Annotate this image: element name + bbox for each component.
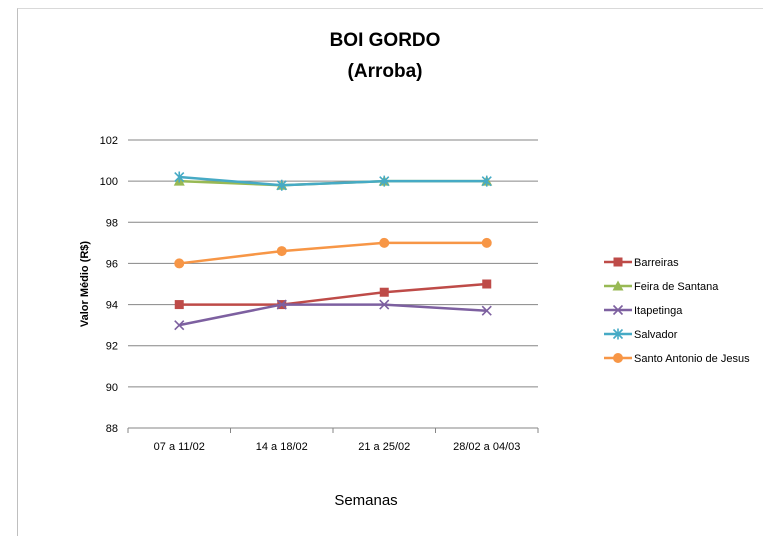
y-tick-label: 100 — [100, 176, 118, 188]
legend-marker — [612, 328, 624, 340]
y-tick-label: 94 — [106, 300, 118, 312]
data-point — [482, 279, 492, 289]
legend: Barreiras Feira de Santana Itapetinga Salva… — [604, 257, 750, 365]
x-tick-label: 07 a 11/02 — [154, 441, 205, 453]
y-tick-label: 98 — [106, 217, 118, 229]
data-point — [379, 237, 390, 248]
x-tick-label: 14 a 18/02 — [256, 441, 308, 453]
legend-marker — [612, 280, 624, 291]
series-line-2 — [179, 303, 487, 327]
chart-area — [17, 8, 763, 536]
x-axis-title: Semanas — [334, 492, 397, 509]
data-point — [276, 246, 287, 257]
data-point — [481, 305, 492, 316]
data-point — [276, 299, 287, 310]
data-point — [174, 300, 184, 310]
legend-label: Feira de Santana — [634, 281, 719, 293]
data-point — [481, 237, 492, 248]
legend-label: Salvador — [634, 329, 678, 341]
y-tick-label: 88 — [106, 423, 118, 435]
data-point — [379, 175, 390, 187]
legend-marker — [613, 257, 623, 267]
data-point — [174, 258, 185, 269]
data-point — [481, 175, 492, 187]
y-tick-label: 96 — [106, 258, 118, 270]
y-tick-label: 90 — [106, 382, 118, 394]
data-point — [379, 287, 389, 297]
data-point — [379, 299, 390, 310]
legend-label: Barreiras — [634, 257, 679, 269]
data-point — [174, 171, 185, 183]
x-tick-label: 21 a 25/02 — [358, 441, 410, 453]
legend-marker — [613, 353, 623, 363]
legend-marker — [612, 304, 624, 316]
x-tick-label: 28/02 a 04/03 — [453, 441, 520, 453]
y-tick-label: 102 — [100, 135, 118, 147]
y-axis-title: Valor Médio (R$) — [79, 241, 91, 328]
chart-title: BOI GORDO — [330, 30, 441, 51]
plot-area: 88 90 92 94 96 98 100 102 07 a 11/02 14 a 18/02 21… — [100, 135, 539, 453]
legend-label: Itapetinga — [634, 305, 683, 317]
series-line-0 — [179, 282, 487, 306]
y-tick-label: 92 — [106, 341, 118, 353]
series-line-3 — [179, 175, 487, 187]
chart-subtitle: (Arroba) — [348, 61, 423, 82]
series-line-4 — [179, 241, 487, 265]
legend-label: Santo Antonio de Jesus — [634, 353, 750, 365]
data-point — [276, 179, 287, 191]
data-point — [174, 320, 185, 331]
